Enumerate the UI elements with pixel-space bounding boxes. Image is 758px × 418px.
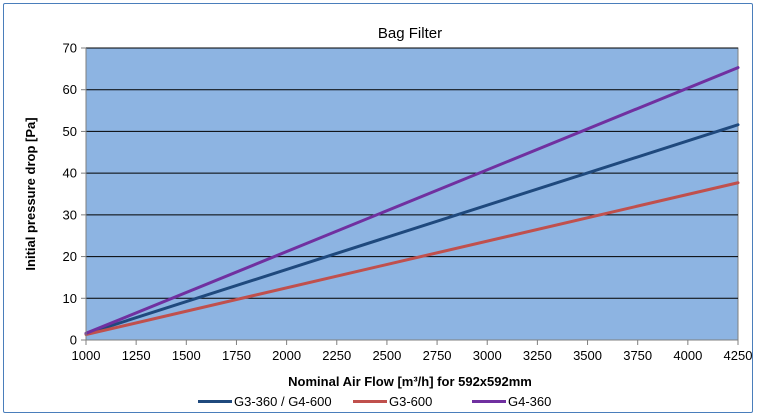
series-lines [84,66,740,337]
legend-label: G3-600 [389,394,432,409]
x-tick-label: 3000 [473,348,502,363]
y-tick-label: 10 [63,291,77,306]
legend: G3-360 / G4-600 G3-600 G4-360 [198,394,551,409]
series-line-1 [84,181,740,337]
legend-item-1: G3-600 [353,394,432,409]
y-tick-label: 60 [63,82,77,97]
x-tick-label: 2000 [272,348,301,363]
x-tick-label: 3750 [623,348,652,363]
series-line-0 [84,123,740,336]
y-tick-label: 20 [63,249,77,264]
legend-item-2: G4-360 [472,394,551,409]
y-axis-title: Initial pressure drop [Pa] [23,117,38,270]
y-tick-label: 70 [63,41,77,56]
legend-item-0: G3-360 / G4-600 [198,394,332,409]
legend-label: G3-360 / G4-600 [234,394,332,409]
y-tick-label: 30 [63,207,77,222]
x-tick-label: 1750 [222,348,251,363]
chart-title: Bag Filter [378,25,442,42]
x-tick-label: 1500 [172,348,201,363]
y-tick-label: 40 [63,166,77,181]
y-tick-label: 0 [70,333,77,348]
x-tick-label: 1250 [122,348,151,363]
plot-area [85,47,739,341]
legend-label: G4-360 [508,394,551,409]
y-tick-label: 50 [63,124,77,139]
x-tick-label: 2250 [322,348,351,363]
axes [81,47,739,345]
x-tick-label: 3250 [523,348,552,363]
x-axis-title: Nominal Air Flow [m³/h] for 592x592mm [288,374,532,389]
x-tick-label: 1000 [72,348,101,363]
x-tick-labels: 1000 1250 1500 1750 2000 2250 2500 2750 3000 3250… [72,348,753,363]
series-line-2 [84,66,740,335]
x-tick-label: 3500 [573,348,602,363]
x-tick-label: 4250 [724,348,753,363]
x-tick-label: 4000 [673,348,702,363]
x-tick-label: 2500 [372,348,401,363]
x-tick-label: 2750 [423,348,452,363]
y-tick-labels: 0 10 20 30 40 50 60 70 [63,41,77,348]
